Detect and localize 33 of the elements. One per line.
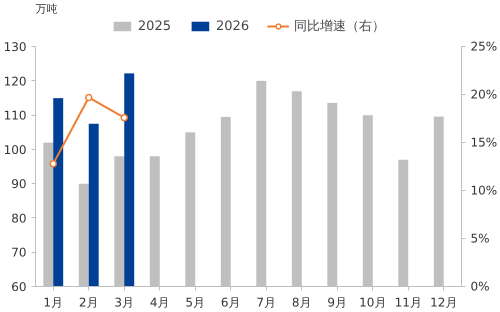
x-tick-label: 10月	[359, 296, 386, 310]
y2-tick-label: 10%	[470, 184, 498, 198]
x-tick-label: 2月	[78, 296, 99, 310]
y2-tick-label: 15%	[470, 136, 498, 150]
y2-tick-label: 20%	[470, 88, 498, 102]
point	[120, 114, 128, 122]
y-tick-label: 70	[11, 246, 27, 260]
x-tick-label: 5月	[185, 296, 206, 310]
y-tick-label: 60	[11, 280, 27, 294]
y-axis-title: 万吨	[36, 2, 58, 16]
legend-label: 同比增速（右）	[294, 18, 386, 35]
y2-tick-label: 0%	[470, 280, 490, 294]
y2-tick-label: 25%	[470, 40, 498, 54]
x-tick-label: 1月	[43, 296, 64, 310]
x-tick-label: 4月	[150, 296, 170, 310]
legend-label: 2026	[216, 18, 250, 34]
y-tick-label: 90	[11, 177, 27, 192]
x-tick-label: 12月	[430, 296, 458, 310]
x-tick-label: 11月	[394, 296, 422, 310]
x-tick-label: 9月	[327, 296, 348, 310]
point	[85, 94, 92, 102]
y-tick-label: 120	[4, 74, 26, 88]
x-tick-label: 8月	[292, 296, 312, 310]
y2-tick-label: 5%	[470, 232, 490, 246]
y-tick-label: 80	[11, 211, 27, 226]
x-tick-label: 6月	[220, 296, 241, 310]
y-tick-label: 100	[4, 142, 26, 157]
x-tick-label: 7月	[256, 296, 276, 310]
x-tick-label: 3月	[114, 296, 134, 310]
legend-label: 2025	[138, 18, 171, 34]
point	[50, 160, 57, 168]
y-tick-label: 130	[4, 40, 26, 54]
y-tick-label: 110	[4, 108, 26, 123]
